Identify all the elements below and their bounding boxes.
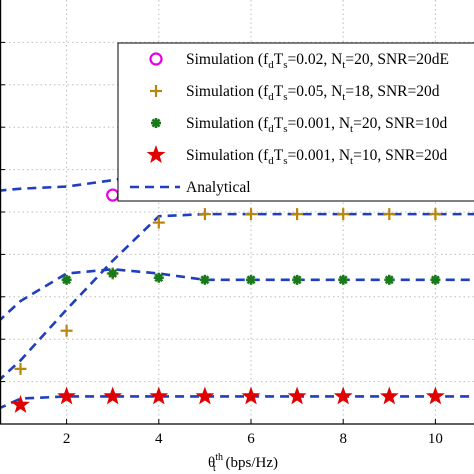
data-point — [195, 386, 215, 405]
data-point — [292, 274, 303, 285]
data-point — [106, 188, 120, 202]
analytical-curves — [0, 164, 474, 410]
x-tick-label: 6 — [247, 431, 255, 447]
x-tick-label: 2 — [63, 431, 71, 447]
data-point — [149, 386, 169, 405]
data-point — [246, 274, 256, 285]
data-point — [245, 208, 257, 221]
legend-label: Simulation (fdTs=0.001, Nt=10, SNR=20d — [186, 147, 447, 167]
legend-label-analytical: Analytical — [186, 179, 251, 196]
data-point — [152, 216, 165, 229]
data-point — [11, 395, 30, 413]
legend: Simulation (fdTs=0.02, Nt=20, SNR=20dE Si… — [117, 42, 474, 202]
data-point — [61, 274, 72, 285]
legend-marker — [149, 52, 163, 66]
data-point — [57, 386, 76, 405]
legend-marker — [150, 85, 162, 97]
data-point — [379, 386, 399, 405]
data-point — [103, 386, 123, 405]
analytical-curve — [0, 267, 474, 322]
data-point — [198, 208, 211, 221]
data-point — [337, 208, 350, 221]
legend-label: Simulation (fdTs=0.02, Nt=20, SNR=20dE — [186, 51, 449, 71]
x-tick-label: 10 — [428, 431, 443, 447]
x-tick-labels: 2 4 6 8 10 — [63, 431, 443, 447]
data-point — [14, 362, 27, 375]
data-point — [107, 268, 118, 279]
x-tick-label: 4 — [155, 431, 163, 447]
data-point — [430, 274, 441, 285]
data-point — [426, 386, 445, 405]
data-point — [338, 274, 349, 285]
x-axis-title: θth t (bps/Hz) — [208, 452, 278, 474]
data-point — [241, 386, 261, 405]
legend-label: Simulation (fdTs=0.001, Nt=20, SNR=10d — [186, 115, 447, 135]
data-point — [384, 274, 395, 285]
legend-marker — [146, 145, 166, 163]
legend-marker — [151, 118, 161, 128]
axes — [0, 0, 474, 425]
x-tick-label: 8 — [339, 431, 347, 447]
analytical-curve — [0, 395, 474, 410]
data-point — [291, 208, 304, 221]
data-point — [60, 324, 73, 337]
data-point — [333, 386, 353, 405]
data-point — [383, 208, 396, 221]
data-point — [429, 208, 442, 221]
data-point — [287, 386, 307, 405]
data-point — [153, 272, 164, 283]
legend-box — [117, 42, 474, 202]
analytical-curve — [0, 212, 474, 382]
legend-label: Simulation (fdTs=0.05, Nt=18, SNR=20d — [186, 83, 440, 103]
data-point — [199, 274, 210, 285]
